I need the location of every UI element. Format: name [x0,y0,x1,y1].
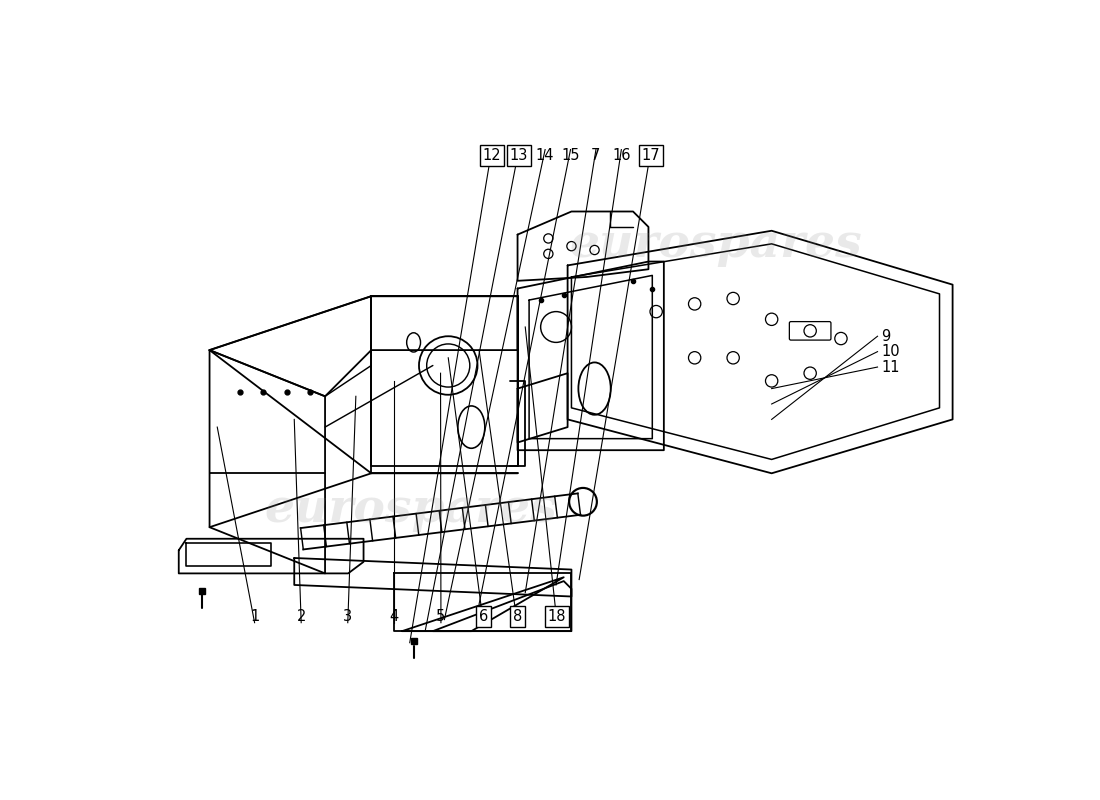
Text: 17: 17 [641,148,660,163]
Text: 14: 14 [536,148,554,163]
Text: 9: 9 [881,329,891,344]
Text: 2: 2 [297,609,306,624]
Text: 15: 15 [561,148,580,163]
Text: eurospares: eurospares [265,486,558,532]
Text: 18: 18 [548,609,566,624]
Text: 1: 1 [250,609,260,624]
Text: 12: 12 [483,148,502,163]
Text: 3: 3 [343,609,352,624]
Text: 16: 16 [612,148,630,163]
Text: 13: 13 [509,148,528,163]
Text: eurospares: eurospares [570,221,862,267]
Text: 8: 8 [513,609,521,624]
Text: 11: 11 [881,359,900,374]
Text: 7: 7 [591,148,601,163]
Text: 6: 6 [478,609,488,624]
Text: 4: 4 [389,609,399,624]
Text: 5: 5 [437,609,446,624]
Text: 10: 10 [881,344,900,359]
